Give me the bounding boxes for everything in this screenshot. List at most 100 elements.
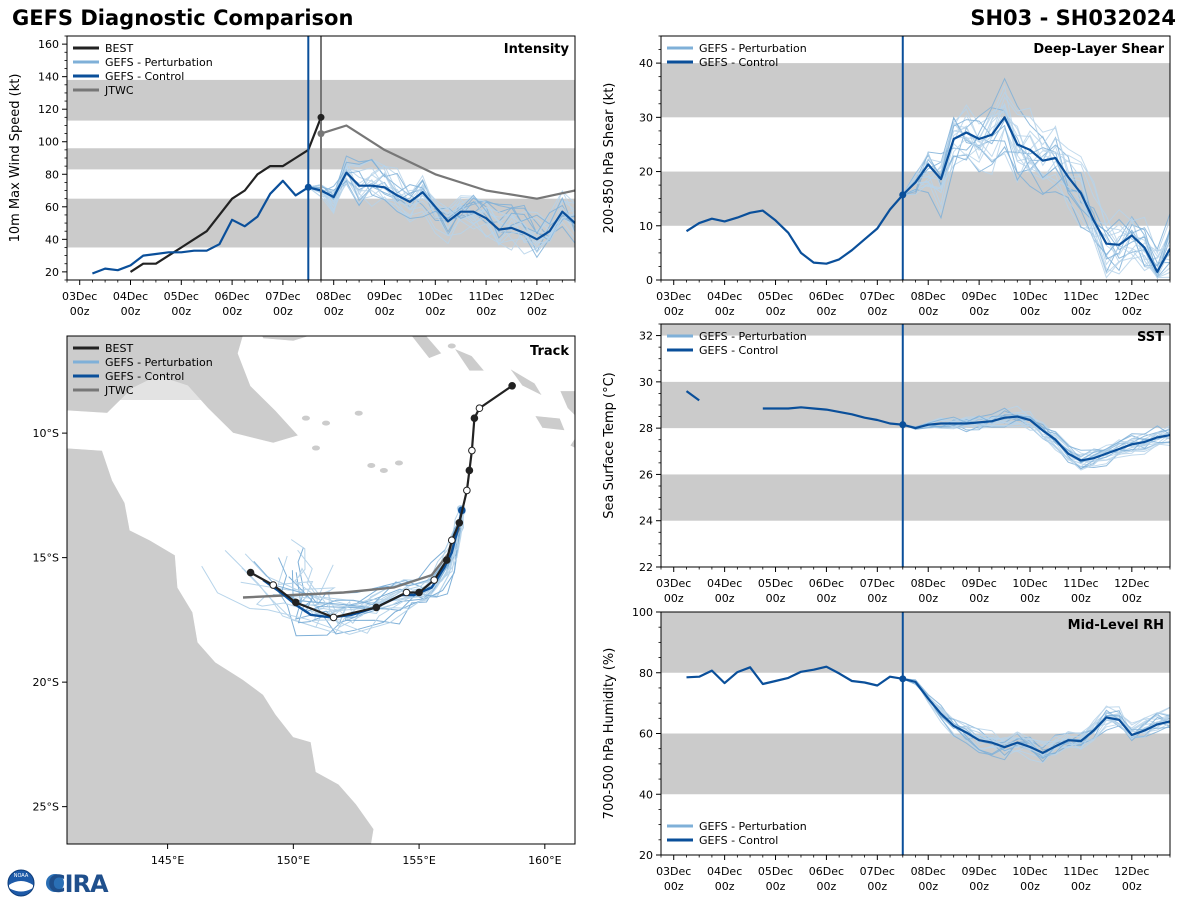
panel-title: SST: [1137, 330, 1164, 345]
x-tick-hour-label: 00z: [766, 592, 786, 605]
best-track-marker: [508, 382, 516, 390]
perturbation-track: [201, 508, 465, 635]
x-tick-hour-label: 00z: [766, 305, 786, 318]
legend-label-control: GEFS - Control: [699, 344, 778, 357]
perturbation-line: [902, 413, 1170, 463]
x-tick-label: 07Dec: [860, 865, 895, 878]
best-track-marker: [468, 446, 476, 455]
y-tick-label: 20: [639, 166, 653, 179]
x-tick-label: 12Dec: [1114, 290, 1149, 303]
y-tick-label: 40: [639, 57, 653, 70]
lon-tick-label: 160°E: [528, 854, 561, 867]
x-tick-label: 07Dec: [860, 290, 895, 303]
best-track-marker: [269, 581, 278, 589]
plot-area: [661, 36, 1170, 280]
perturbation-line: [902, 96, 1170, 279]
x-tick-hour-label: 00z: [273, 305, 293, 318]
x-tick-hour-label: 00z: [1020, 592, 1040, 605]
x-tick-hour-label: 00z: [1071, 880, 1091, 893]
x-tick-label: 06Dec: [809, 577, 844, 590]
x-tick-hour-label: 00z: [664, 305, 684, 318]
y-axis-label: Sea Surface Temp (°C): [602, 372, 617, 519]
small-island: [301, 415, 310, 421]
x-tick-label: 07Dec: [265, 290, 300, 303]
legend-label-perturbation: GEFS - Perturbation: [105, 56, 213, 69]
best-track-marker: [465, 466, 474, 475]
control-init-marker: [899, 675, 907, 683]
x-tick-hour-label: 00z: [425, 305, 445, 318]
x-tick-label: 03Dec: [656, 577, 691, 590]
x-tick-label: 03Dec: [656, 865, 691, 878]
small-island: [379, 467, 388, 473]
x-tick-hour-label: 00z: [817, 305, 837, 318]
best-track-marker: [372, 603, 381, 612]
y-tick-label: 20: [45, 266, 59, 279]
y-tick-label: 30: [639, 376, 653, 389]
small-island: [447, 343, 456, 349]
best-track-marker: [292, 598, 300, 607]
x-tick-hour-label: 00z: [664, 592, 684, 605]
perturbation-line: [902, 102, 1170, 255]
y-tick-label: 120: [38, 103, 59, 116]
x-tick-hour-label: 00z: [867, 880, 887, 893]
best-track-marker: [447, 536, 456, 544]
legend-label-jtwc: JTWC: [104, 84, 134, 97]
shaded-band: [661, 474, 1170, 521]
x-tick-hour-label: 00z: [867, 305, 887, 318]
perturbation-line: [902, 108, 1170, 275]
lon-tick-label: 155°E: [402, 854, 435, 867]
x-tick-label: 04Dec: [707, 865, 742, 878]
x-tick-label: 04Dec: [707, 577, 742, 590]
control-series-line: [685, 390, 700, 402]
x-tick-label: 05Dec: [164, 290, 199, 303]
x-tick-hour-label: 00z: [375, 305, 395, 318]
legend-label-jtwc: JTWC: [104, 384, 134, 397]
x-tick-label: 11Dec: [1063, 865, 1098, 878]
x-tick-label: 09Dec: [961, 290, 996, 303]
control-series-line: [762, 406, 1170, 462]
legend-label-control: GEFS - Control: [105, 370, 184, 383]
intensity-panel: 20 40 60 80 100 120 140 160 03Dec 00z 04Dec 00z 05De…: [8, 35, 576, 318]
best-track-marker: [463, 486, 471, 495]
perturbation-track: [241, 508, 461, 628]
x-tick-hour-label: 00z: [918, 305, 938, 318]
x-tick-hour-label: 00z: [969, 880, 989, 893]
best-end-marker: [317, 113, 325, 121]
legend-label-perturbation: GEFS - Perturbation: [699, 42, 807, 55]
x-tick-label: 08Dec: [316, 290, 351, 303]
x-tick-label: 05Dec: [758, 865, 793, 878]
y-axis-label: 10m Max Wind Speed (kt): [8, 74, 23, 243]
x-tick-hour-label: 00z: [766, 880, 786, 893]
x-tick-label: 11Dec: [1063, 577, 1098, 590]
legend-label-perturbation: GEFS - Perturbation: [699, 820, 807, 833]
x-tick-hour-label: 00z: [969, 592, 989, 605]
small-island: [394, 460, 403, 466]
y-tick-label: 140: [38, 71, 59, 84]
control-series-line: [686, 665, 1170, 755]
perturbation-line: [902, 678, 1170, 761]
perturbation-line: [308, 158, 575, 259]
y-tick-label: 160: [38, 38, 59, 51]
perturbation-track: [299, 511, 464, 634]
y-tick-label: 10: [639, 220, 653, 233]
small-island: [311, 445, 320, 451]
best-track-marker: [329, 613, 338, 622]
x-tick-label: 11Dec: [1063, 290, 1098, 303]
legend-label-control: GEFS - Control: [105, 70, 184, 83]
solomon-island-land: [453, 347, 486, 372]
cira-logo: NOAA CIRA: [6, 868, 116, 898]
x-tick-label: 05Dec: [758, 290, 793, 303]
x-tick-hour-label: 00z: [817, 880, 837, 893]
x-tick-label: 09Dec: [961, 865, 996, 878]
plot-area: [661, 324, 1170, 567]
control-init-marker: [304, 183, 312, 191]
best-track-marker: [470, 414, 479, 422]
perturbation-line: [902, 116, 1170, 272]
control-series-line: [92, 171, 575, 275]
globe-icon: [46, 874, 64, 892]
legend-label-perturbation: GEFS - Perturbation: [105, 356, 213, 369]
best-track-marker: [246, 568, 255, 577]
x-tick-hour-label: 00z: [1071, 305, 1091, 318]
y-tick-label: 100: [632, 606, 653, 619]
